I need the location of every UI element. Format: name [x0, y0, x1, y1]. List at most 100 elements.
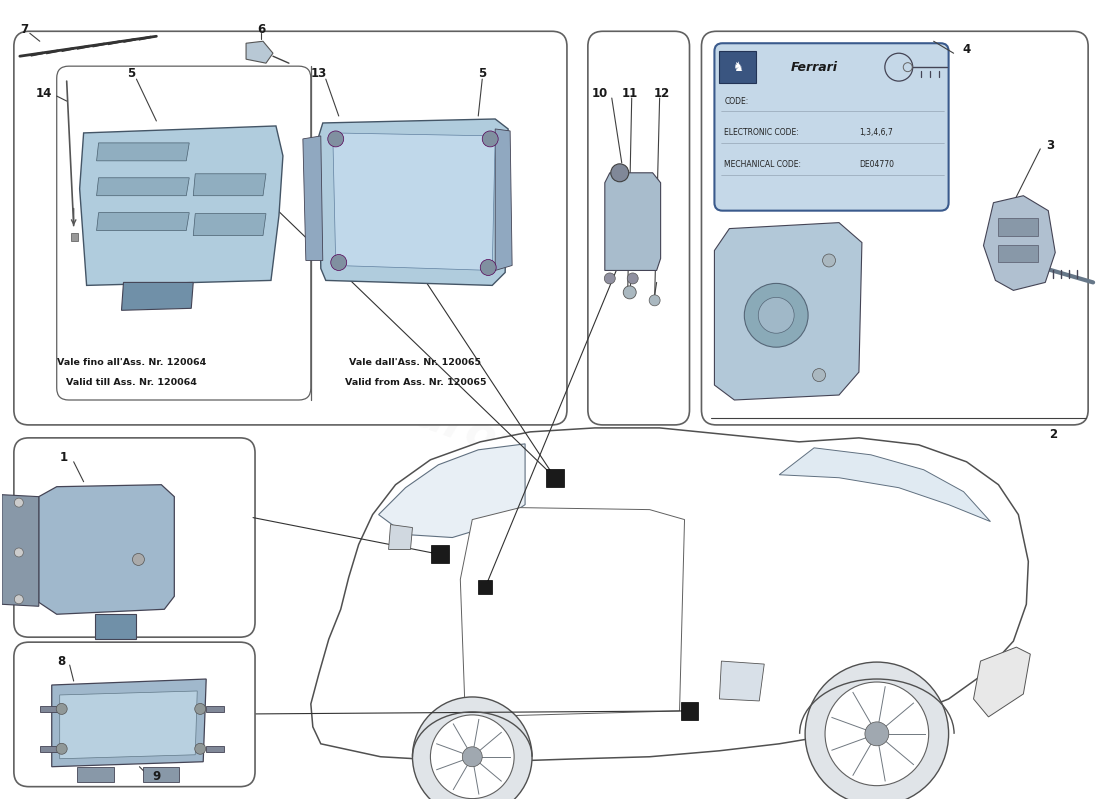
Polygon shape [40, 706, 57, 712]
Circle shape [462, 746, 482, 766]
Text: ♞: ♞ [733, 61, 744, 74]
Polygon shape [999, 218, 1038, 235]
Text: 1: 1 [59, 451, 68, 464]
FancyBboxPatch shape [14, 438, 255, 637]
Polygon shape [2, 494, 39, 606]
Polygon shape [206, 746, 224, 752]
Text: DE04770: DE04770 [859, 160, 894, 170]
Circle shape [14, 548, 23, 557]
Polygon shape [95, 614, 136, 639]
Text: 9: 9 [152, 770, 161, 783]
Polygon shape [719, 51, 757, 83]
Text: 2: 2 [1049, 428, 1057, 442]
Text: 4: 4 [962, 42, 970, 56]
Polygon shape [319, 119, 508, 286]
FancyBboxPatch shape [702, 31, 1088, 425]
Text: Vale dall'Ass. Nr. 120065: Vale dall'Ass. Nr. 120065 [350, 358, 482, 366]
Polygon shape [206, 706, 224, 712]
Polygon shape [59, 691, 197, 758]
FancyBboxPatch shape [14, 31, 566, 425]
Circle shape [430, 715, 514, 798]
Polygon shape [431, 546, 450, 563]
Circle shape [328, 131, 343, 147]
Circle shape [823, 254, 836, 267]
Polygon shape [40, 746, 57, 752]
FancyBboxPatch shape [587, 31, 690, 425]
Text: Valid till Ass. Nr. 120064: Valid till Ass. Nr. 120064 [66, 378, 197, 386]
Text: 3: 3 [1046, 139, 1054, 152]
Circle shape [481, 259, 496, 275]
Circle shape [624, 286, 636, 299]
Text: Valid from Ass. Nr. 120065: Valid from Ass. Nr. 120065 [344, 378, 486, 386]
Circle shape [331, 254, 346, 270]
Text: Vale fino all'Ass. Nr. 120064: Vale fino all'Ass. Nr. 120064 [57, 358, 206, 366]
Polygon shape [999, 245, 1038, 262]
Text: 14: 14 [35, 86, 52, 99]
Text: 5: 5 [478, 66, 486, 80]
Text: 10: 10 [592, 86, 608, 99]
Polygon shape [546, 469, 564, 486]
Polygon shape [311, 428, 1028, 761]
Polygon shape [143, 766, 179, 782]
Text: 8: 8 [57, 654, 66, 667]
Polygon shape [70, 233, 78, 241]
Polygon shape [478, 580, 492, 594]
Circle shape [482, 131, 498, 147]
Text: Eurospares: Eurospares [381, 382, 660, 518]
Circle shape [745, 283, 808, 347]
Text: MECHANICAL CODE:: MECHANICAL CODE: [725, 160, 802, 170]
Circle shape [865, 722, 889, 746]
Text: CODE:: CODE: [725, 97, 749, 106]
Text: ELECTRONIC CODE:: ELECTRONIC CODE: [725, 129, 799, 138]
Circle shape [14, 595, 23, 604]
Polygon shape [97, 143, 189, 161]
Polygon shape [974, 647, 1031, 717]
Polygon shape [97, 178, 189, 196]
Polygon shape [983, 196, 1055, 290]
Polygon shape [39, 485, 174, 614]
Polygon shape [333, 133, 495, 270]
Circle shape [627, 273, 638, 284]
FancyBboxPatch shape [14, 642, 255, 786]
Polygon shape [194, 214, 266, 235]
Circle shape [56, 703, 67, 714]
Circle shape [195, 703, 206, 714]
Polygon shape [121, 282, 194, 310]
Polygon shape [97, 213, 189, 230]
Polygon shape [605, 173, 661, 270]
FancyBboxPatch shape [714, 43, 948, 210]
Polygon shape [246, 42, 273, 63]
Text: 13: 13 [310, 66, 327, 80]
Text: 5: 5 [128, 66, 135, 80]
Polygon shape [52, 679, 206, 766]
FancyBboxPatch shape [57, 66, 311, 400]
Text: 6: 6 [257, 22, 265, 36]
Polygon shape [779, 448, 990, 522]
Circle shape [195, 743, 206, 754]
Polygon shape [388, 525, 412, 550]
Text: Ferrari: Ferrari [791, 61, 837, 74]
Circle shape [56, 743, 67, 754]
Polygon shape [378, 444, 525, 538]
Circle shape [604, 273, 615, 284]
Circle shape [132, 554, 144, 566]
Text: 7: 7 [20, 22, 28, 36]
Circle shape [758, 298, 794, 334]
Polygon shape [302, 136, 322, 261]
Polygon shape [719, 661, 764, 701]
Circle shape [412, 697, 532, 800]
Polygon shape [495, 129, 513, 270]
Polygon shape [77, 766, 113, 782]
Circle shape [649, 295, 660, 306]
Polygon shape [681, 702, 698, 720]
Circle shape [14, 498, 23, 507]
Text: 12: 12 [653, 86, 670, 99]
Circle shape [610, 164, 629, 182]
Circle shape [825, 682, 928, 786]
Polygon shape [79, 126, 283, 286]
Circle shape [813, 369, 825, 382]
Circle shape [805, 662, 948, 800]
Polygon shape [460, 508, 684, 717]
Text: a passion for parts since 1985: a passion for parts since 1985 [498, 493, 801, 666]
Text: 1,3,4,6,7: 1,3,4,6,7 [859, 129, 893, 138]
